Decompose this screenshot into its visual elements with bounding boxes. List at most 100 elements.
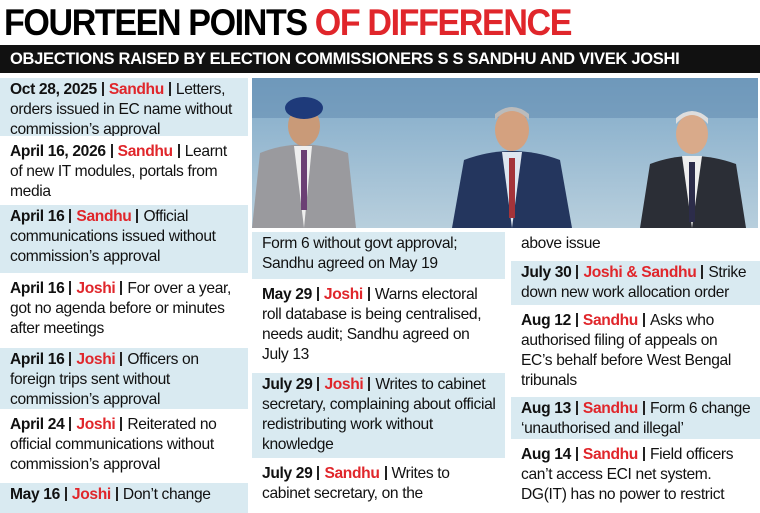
entry: Form 6 without govt approval; Sandhu agr… (252, 232, 505, 279)
separator (168, 82, 171, 96)
separator (120, 352, 123, 366)
person-center (452, 107, 572, 228)
entry-text: Writes to cabinet secretary, complaining… (262, 376, 496, 453)
entry: April 16 Joshi Officers on foreign trips s… (0, 348, 248, 409)
entry-text: Warns electoral roll database is being c… (262, 286, 482, 363)
entry-date: Aug 13 (521, 400, 571, 417)
entry: above issue (511, 232, 760, 257)
separator (575, 313, 578, 327)
person-right (640, 111, 746, 228)
separator (316, 287, 319, 301)
entry-text: Form 6 without govt approval; Sandhu agr… (262, 235, 458, 272)
entry-name: Joshi (76, 416, 116, 433)
separator (384, 466, 387, 480)
separator (575, 447, 578, 461)
entry-text: Form 6 change ‘unauthorised and illegal’ (521, 400, 751, 437)
entry-date: April 16, 2026 (10, 143, 106, 160)
entry-text: Reiterated no official communications wi… (10, 416, 217, 473)
photo (252, 78, 758, 228)
entry-name: Joshi (76, 280, 116, 297)
entry-text: Strike down new work allocation order (521, 264, 747, 301)
headline-black: FOURTEEN POINTS (4, 2, 308, 43)
entry-text: Field officers can’t access ECI net syst… (521, 446, 734, 503)
separator (101, 82, 104, 96)
separator (177, 144, 180, 158)
separator (642, 313, 645, 327)
entry: May 29 Joshi Warns electoral roll database… (252, 283, 505, 369)
entry-name: Joshi (76, 351, 116, 368)
person-left (252, 97, 356, 228)
entry-name: Sandhu (108, 81, 164, 98)
entry-date: July 29 (262, 465, 313, 482)
headline-red: OF DIFFERENCE (314, 2, 573, 43)
entry-name: Joshi & Sandhu (583, 264, 697, 281)
entry-text: Writes to cabinet secretary, on the (262, 465, 450, 502)
separator (120, 417, 123, 431)
separator (642, 447, 645, 461)
entry-date: July 30 (521, 264, 572, 281)
separator (136, 209, 139, 223)
column: Form 6 without govt approval; Sandhu agr… (252, 0, 505, 513)
separator (575, 401, 578, 415)
entry-date: April 16 (10, 351, 65, 368)
entry: July 29 Joshi Writes to cabinet secretary,… (252, 373, 505, 458)
entry-text: Don’t change (122, 486, 211, 503)
entry-name: Joshi (323, 286, 363, 303)
entry-name: Sandhu (76, 208, 132, 225)
entry: May 16 Joshi Don’t change (0, 483, 248, 513)
separator (317, 466, 320, 480)
entry: July 29 Sandhu Writes to cabinet secretary… (252, 462, 505, 513)
subtitle-bar: OBJECTIONS RAISED BY ELECTION COMMISSION… (0, 45, 760, 73)
entry-text: Letters, orders issued in EC name withou… (10, 81, 232, 136)
entry: April 16 Joshi For over a year, got no age… (0, 277, 248, 344)
entry-date: May 29 (262, 286, 312, 303)
entry: April 24 Joshi Reiterated no official comm… (0, 413, 248, 479)
entry: July 30 Joshi & Sandhu Strike down new wor… (511, 261, 760, 305)
entry: Oct 28, 2025 Sandhu Letters, orders issued… (0, 78, 248, 136)
separator (701, 265, 704, 279)
entry-name: Sandhu (117, 143, 173, 160)
entry: Aug 13 Sandhu Form 6 change ‘unauthorised … (511, 397, 760, 439)
separator (69, 281, 72, 295)
column: Oct 28, 2025 Sandhu Letters, orders issued… (0, 0, 248, 513)
entry: Aug 12 Sandhu Asks who authorised filing o… (511, 309, 760, 393)
entry-name: Sandhu (582, 446, 638, 463)
entry-text: Asks who authorised filing of appeals on… (521, 312, 731, 389)
entry-date: April 16 (10, 280, 65, 297)
entry-date: April 24 (10, 416, 65, 433)
separator (120, 281, 123, 295)
entry-text: Learnt of new IT modules, portals from m… (10, 143, 227, 200)
entry: April 16, 2026 Sandhu Learnt of new IT mod… (0, 140, 248, 201)
entry-date: July 29 (262, 376, 313, 393)
separator (576, 265, 579, 279)
entry-name: Joshi (324, 376, 364, 393)
entry-name: Sandhu (324, 465, 380, 482)
separator (317, 377, 320, 391)
entry-name: Sandhu (582, 400, 638, 417)
entry: Aug 14 Sandhu Field officers can’t access … (511, 443, 760, 513)
entry-name: Sandhu (582, 312, 638, 329)
entry-text: Official communications issued without c… (10, 208, 216, 265)
entry: April 16 Sandhu Official communications is… (0, 205, 248, 273)
entry-date: April 16 (10, 208, 65, 225)
separator (368, 377, 371, 391)
separator (115, 487, 118, 501)
entry-text: above issue (521, 235, 601, 252)
separator (69, 417, 72, 431)
entry-text: Officers on foreign trips sent without c… (10, 351, 199, 408)
headline: FOURTEEN POINTS OF DIFFERENCE (4, 2, 573, 44)
separator (64, 487, 67, 501)
entry-date: Aug 12 (521, 312, 571, 329)
separator (69, 209, 72, 223)
separator (642, 401, 645, 415)
separator (110, 144, 113, 158)
entry-date: Aug 14 (521, 446, 571, 463)
column: above issue July 30 Joshi & Sandhu Strike d… (511, 0, 760, 513)
entry-date: May 16 (10, 486, 60, 503)
entry-date: Oct 28, 2025 (10, 81, 97, 98)
separator (69, 352, 72, 366)
entry-text: For over a year, got no agenda before or… (10, 280, 231, 337)
entry-name: Joshi (71, 486, 111, 503)
separator (367, 287, 370, 301)
